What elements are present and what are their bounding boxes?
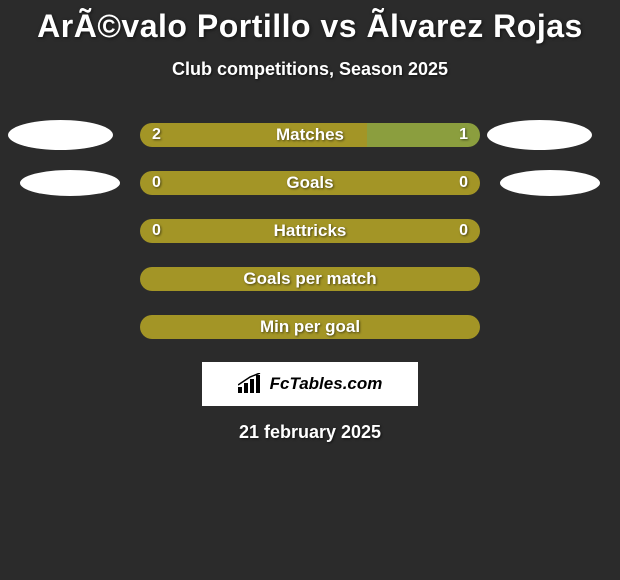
- stat-value-right: 0: [459, 174, 468, 192]
- bar-segment-left: [140, 123, 367, 147]
- bar-segment-left: [140, 171, 480, 195]
- stat-bar-hattricks: 0 Hattricks 0: [140, 219, 480, 243]
- stat-value-left: 2: [152, 126, 161, 144]
- player-right-ellipse: [500, 170, 600, 196]
- stat-bar-min-per-goal: Min per goal: [140, 315, 480, 339]
- date-text: 21 february 2025: [0, 422, 620, 443]
- stat-value-right: 1: [459, 126, 468, 144]
- stat-row: 0 Goals 0: [0, 170, 620, 196]
- comparison-infographic: ArÃ©valo Portillo vs Ãlvarez Rojas Club …: [0, 0, 620, 580]
- player-left-ellipse: [8, 120, 113, 150]
- stat-row: 0 Hattricks 0: [0, 218, 620, 244]
- stat-rows: 2 Matches 1 0 Goals 0 0 Hattricks: [0, 122, 620, 340]
- stat-bar-goals-per-match: Goals per match: [140, 267, 480, 291]
- brand-logo-box: FcTables.com: [202, 362, 418, 406]
- stat-bar-matches: 2 Matches 1: [140, 123, 480, 147]
- bar-segment-left: [140, 267, 480, 291]
- subtitle: Club competitions, Season 2025: [0, 59, 620, 80]
- stat-value-right: 0: [459, 222, 468, 240]
- bar-segment-left: [140, 315, 480, 339]
- bar-chart-icon: [238, 373, 264, 395]
- brand-text: FcTables.com: [270, 374, 383, 394]
- player-left-ellipse: [20, 170, 120, 196]
- stat-value-left: 0: [152, 222, 161, 240]
- player-right-ellipse: [487, 120, 592, 150]
- stat-bar-goals: 0 Goals 0: [140, 171, 480, 195]
- stat-row: Min per goal: [0, 314, 620, 340]
- stat-value-left: 0: [152, 174, 161, 192]
- page-title: ArÃ©valo Portillo vs Ãlvarez Rojas: [0, 8, 620, 45]
- stat-row: Goals per match: [0, 266, 620, 292]
- bar-segment-left: [140, 219, 480, 243]
- stat-row: 2 Matches 1: [0, 122, 620, 148]
